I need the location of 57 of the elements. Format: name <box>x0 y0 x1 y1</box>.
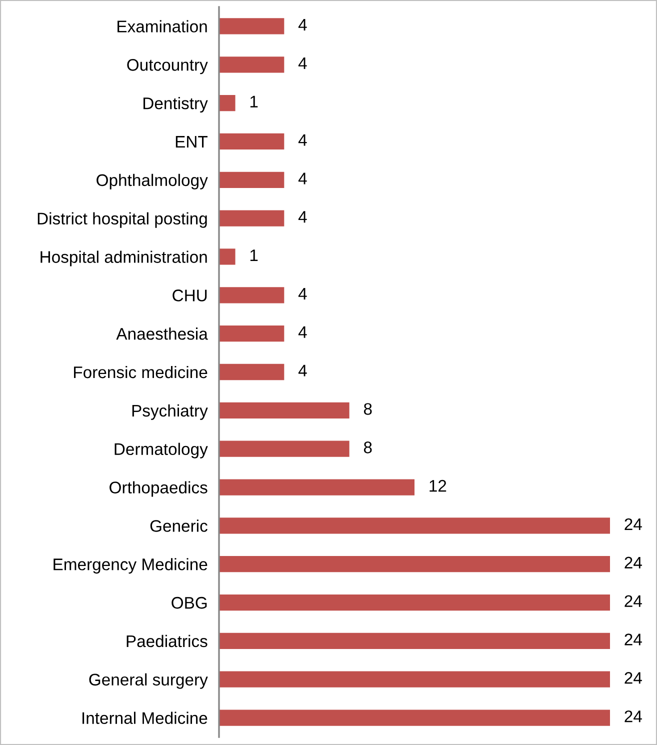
y-tick-label: Orthopaedics <box>110 481 208 497</box>
data-label: 8 <box>364 403 372 415</box>
bar <box>219 326 284 342</box>
bar <box>219 594 610 611</box>
data-label: 4 <box>298 134 307 146</box>
data-label: 1 <box>250 250 258 262</box>
data-label: 4 <box>298 172 307 184</box>
y-tick-label: CHU <box>172 290 207 302</box>
data-label: 24 <box>624 556 642 568</box>
data-label: 24 <box>624 518 642 530</box>
data-label: 4 <box>298 288 307 300</box>
y-tick-label: Anaesthesia <box>116 328 208 340</box>
bar <box>219 287 284 304</box>
y-tick-label: Ophthalmology <box>96 174 208 190</box>
data-label: 1 <box>250 96 258 108</box>
bar <box>219 172 284 188</box>
bar <box>219 364 284 380</box>
data-label: 4 <box>298 19 307 31</box>
y-tick-label: Dentistry <box>144 97 208 113</box>
y-tick-label: Internal Medicine <box>82 712 208 724</box>
bar <box>219 210 284 226</box>
y-tick-label: Forensic medicine <box>74 366 208 378</box>
bar <box>219 440 350 457</box>
data-label: 4 <box>298 57 307 69</box>
data-label: 12 <box>430 480 446 492</box>
y-tick-label: Outcountry <box>127 59 208 74</box>
y-tick-label: District hospital posting <box>38 212 207 228</box>
y-tick-label: Generic <box>150 520 208 532</box>
y-tick-label: Examination <box>118 20 207 32</box>
data-label: 24 <box>624 672 642 684</box>
data-label: 24 <box>624 634 642 646</box>
y-tick-label: OBG <box>172 596 207 609</box>
bar <box>219 479 414 496</box>
y-tick-label: General surgery <box>89 673 208 689</box>
bar <box>219 671 610 688</box>
y-tick-label: Hospital administration <box>40 250 207 266</box>
bar <box>219 133 284 150</box>
bar <box>219 556 610 572</box>
data-label: 4 <box>298 364 307 376</box>
bar <box>219 518 610 534</box>
bar <box>219 632 610 650</box>
y-tick-label: ENT <box>176 136 208 148</box>
data-label: 24 <box>624 595 642 607</box>
data-label: 4 <box>298 211 307 223</box>
y-tick-label: Psychiatry <box>132 404 208 420</box>
bar <box>219 94 236 112</box>
bar <box>219 402 350 418</box>
bar <box>219 18 284 34</box>
data-label: 4 <box>298 326 307 338</box>
y-tick-label: Dermatology <box>114 442 208 458</box>
data-label: 8 <box>364 442 372 454</box>
bar <box>219 710 610 726</box>
data-label: 24 <box>624 710 642 722</box>
y-tick-label: Paediatrics <box>126 634 208 648</box>
y-tick-label: Emergency Medicine <box>54 558 208 574</box>
bar <box>219 248 236 265</box>
bar <box>219 56 284 73</box>
